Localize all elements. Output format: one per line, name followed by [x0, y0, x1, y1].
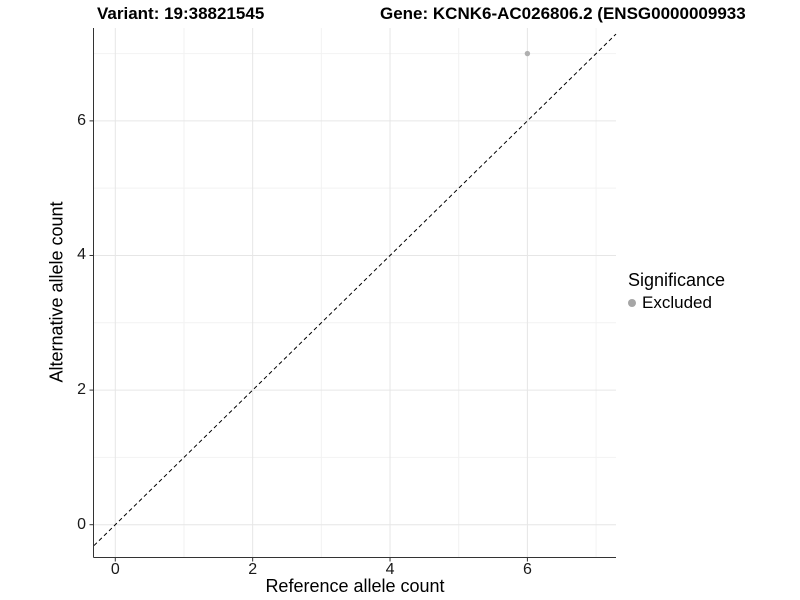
- plot-panel: [94, 28, 616, 557]
- y-tick-label: 6: [77, 111, 86, 129]
- legend-items: Excluded: [628, 293, 725, 313]
- identity-reference-line: [93, 33, 617, 546]
- y-tick-label: 4: [77, 246, 86, 264]
- legend: Significance Excluded: [628, 270, 725, 313]
- x-axis-label: Reference allele count: [265, 576, 445, 596]
- variant-title: Variant: 19:38821545: [97, 4, 265, 23]
- x-tick-label: 4: [385, 561, 395, 578]
- legend-marker-circle-icon: [628, 299, 636, 307]
- y-tick-label: 0: [77, 515, 86, 533]
- legend-title: Significance: [628, 270, 726, 290]
- legend-item-label: Excluded: [642, 293, 712, 312]
- data-point: [524, 50, 531, 57]
- x-tick-label: 0: [110, 561, 120, 578]
- y-axis-label: Alternative allele count: [46, 201, 67, 383]
- x-tick-label: 2: [248, 561, 258, 578]
- x-tick-label: 6: [522, 561, 532, 578]
- y-tick-label: 2: [77, 381, 86, 399]
- legend-item: Excluded: [628, 293, 725, 313]
- gene-title: Gene: KCNK6-AC026806.2 (ENSG0000009933: [380, 4, 746, 23]
